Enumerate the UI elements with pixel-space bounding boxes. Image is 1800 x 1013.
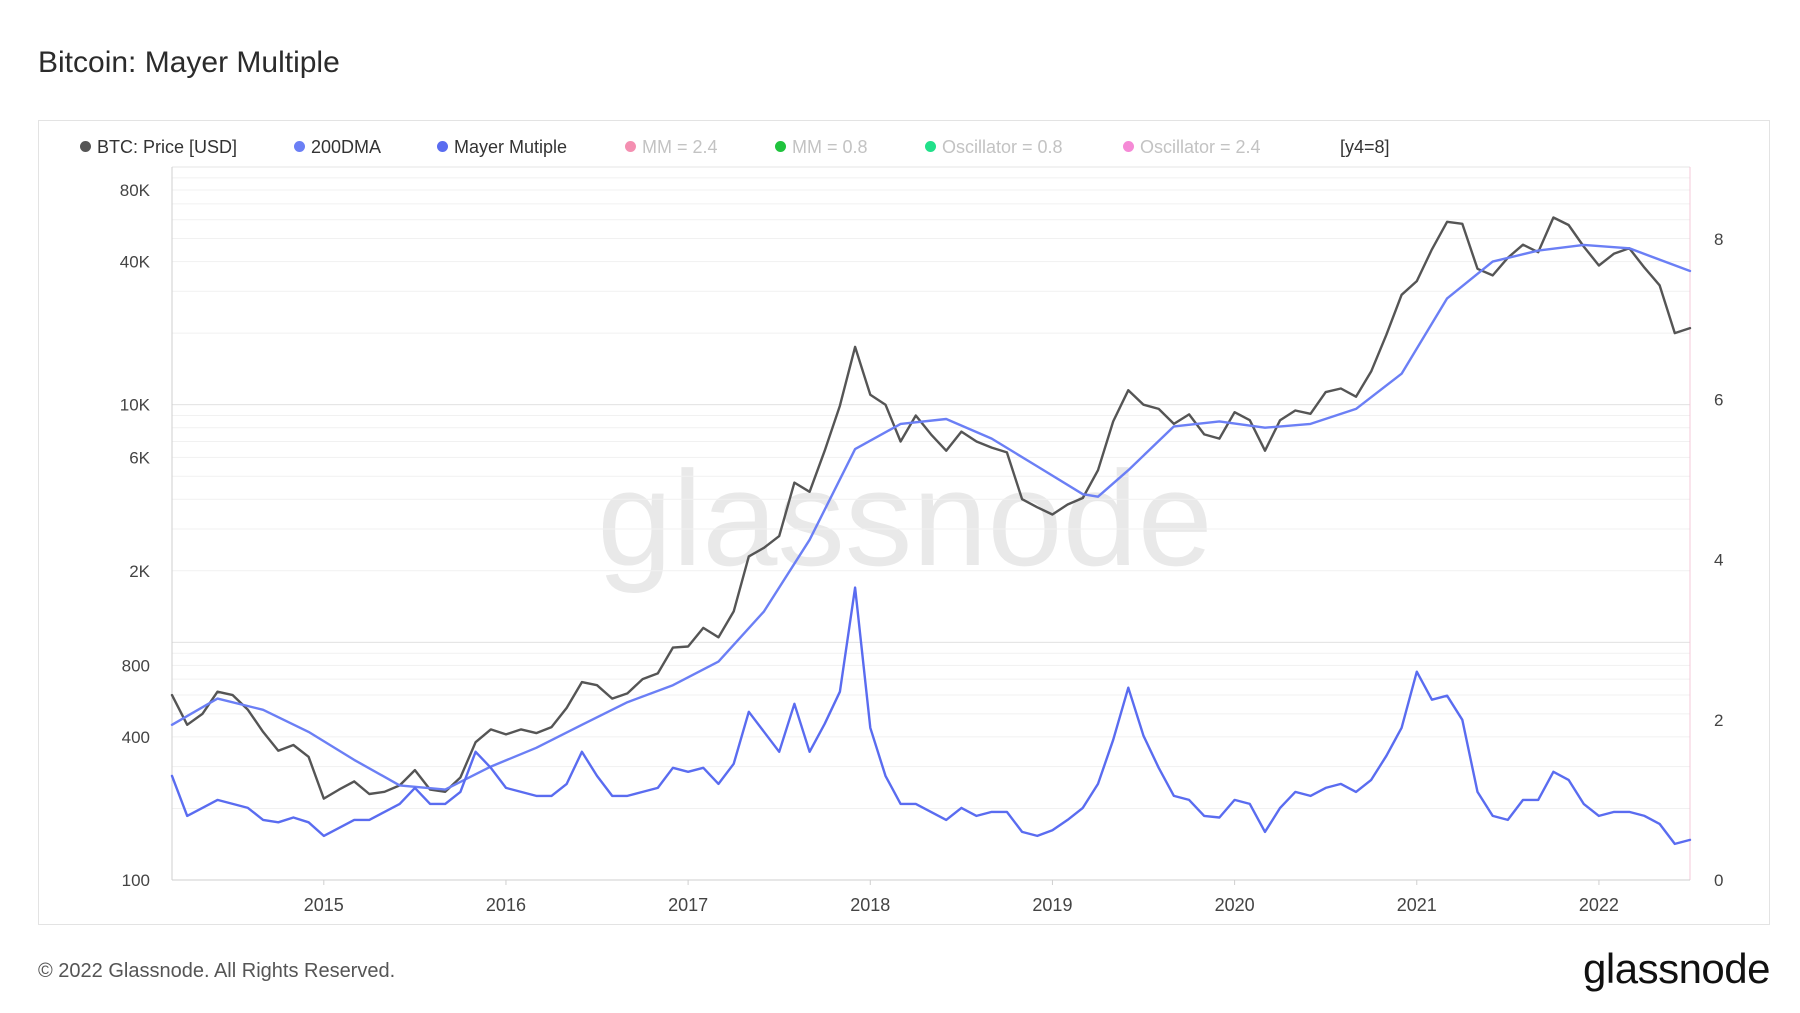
legend-item-1[interactable]: 200DMA [294, 137, 381, 158]
x-tick-label: 2022 [1579, 895, 1619, 915]
grid-lines [172, 166, 1690, 881]
legend-item-0[interactable]: BTC: Price [USD] [80, 137, 237, 158]
chart-title: Bitcoin: Mayer Multiple [38, 46, 340, 79]
legend-label-1: 200DMA [311, 137, 382, 157]
legend-dot-2 [437, 141, 448, 152]
legend-dot-1 [294, 141, 305, 152]
legend-dot-0 [80, 141, 91, 152]
y-tick-label: 400 [122, 728, 150, 747]
legend-item-7[interactable]: [y4=8] [1340, 137, 1390, 158]
y-tick-label: 800 [122, 656, 150, 675]
y2-tick-label: 0 [1714, 871, 1723, 890]
legend-item-5[interactable]: Oscillator = 0.8 [925, 137, 1063, 158]
legend-item-6[interactable]: Oscillator = 2.4 [1123, 137, 1261, 158]
y2-tick-label: 8 [1714, 230, 1723, 249]
y-tick-label: 80K [120, 181, 151, 200]
chart-panel [38, 120, 1770, 925]
x-tick-label: 2015 [304, 895, 344, 915]
x-tick-label: 2016 [486, 895, 526, 915]
x-tick-label: 2018 [850, 895, 890, 915]
y2-tick-label: 4 [1714, 551, 1723, 570]
legend-dot-4 [775, 141, 786, 152]
legend-item-4[interactable]: MM = 0.8 [775, 137, 868, 158]
legend-label-2: Mayer Mutiple [454, 137, 568, 157]
series-lines [170, 216, 1692, 846]
legend-item-3[interactable]: MM = 2.4 [625, 137, 718, 158]
legend-label-4: MM = 0.8 [792, 137, 868, 157]
x-tick-label: 2021 [1397, 895, 1437, 915]
legend-label-0: BTC: Price [USD] [97, 137, 238, 157]
x-tick-label: 2020 [1215, 895, 1255, 915]
series-line-2 [170, 586, 1692, 846]
y-tick-label: 10K [120, 396, 151, 415]
y-tick-label: 2K [129, 562, 150, 581]
watermark-text: glassnode [597, 443, 1212, 594]
legend-item-2[interactable]: Mayer Mutiple [437, 137, 567, 158]
y2-tick-label: 6 [1714, 390, 1723, 409]
x-tick-label: 2019 [1032, 895, 1072, 915]
copyright-footer: © 2022 Glassnode. All Rights Reserved. [38, 960, 396, 982]
glassnode-logo[interactable]: glassnode [1583, 945, 1770, 992]
y-tick-label: 6K [129, 448, 150, 467]
y-tick-label: 100 [122, 871, 150, 890]
series-line-0 [170, 216, 1692, 800]
y-tick-label: 40K [120, 253, 151, 272]
axes: 100 400 800 2K 6K 10K 40K 80K 0 2 4 6 8 2015 2016 2017 2… [120, 167, 1723, 915]
legend-label-7: [y4=8] [1340, 137, 1390, 157]
series-line-1 [170, 243, 1692, 791]
legend-label-3: MM = 2.4 [642, 137, 718, 157]
legend-dot-5 [925, 141, 936, 152]
legend-label-5: Oscillator = 0.8 [942, 137, 1063, 157]
legend-label-6: Oscillator = 2.4 [1140, 137, 1261, 157]
legend-dot-3 [625, 141, 636, 152]
x-tick-label: 2017 [668, 895, 708, 915]
legend-dot-6 [1123, 141, 1134, 152]
y2-tick-label: 2 [1714, 711, 1723, 730]
